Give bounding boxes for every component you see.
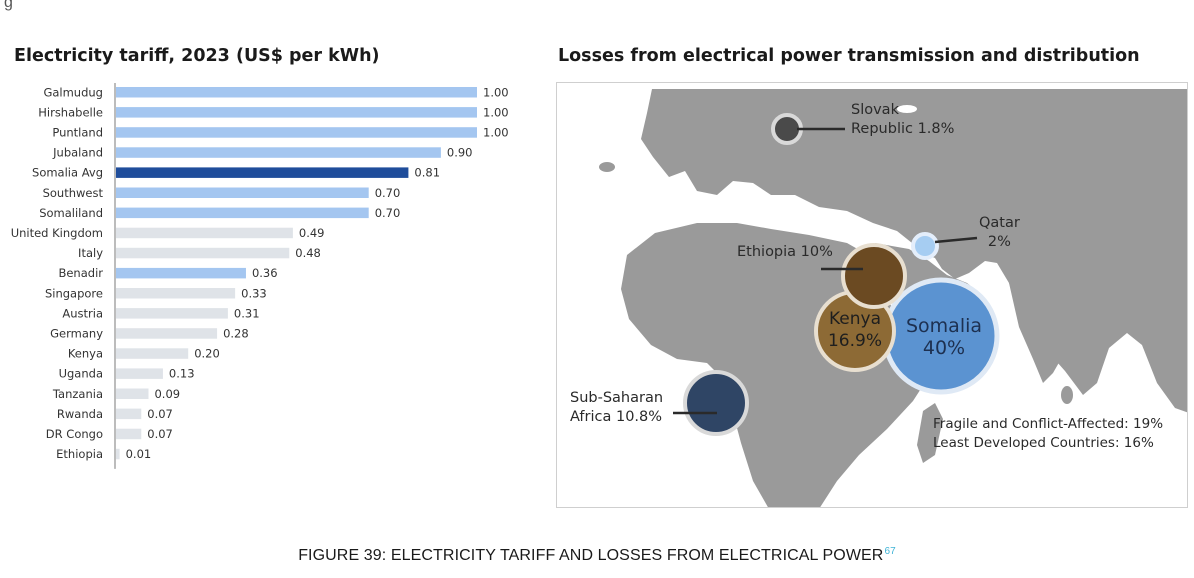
- bubble-slovak-republic: [771, 113, 803, 145]
- bar-southwest: [116, 187, 369, 198]
- category-label: Somaliland: [39, 206, 103, 220]
- category-label: Singapore: [45, 286, 103, 300]
- sri-lanka: [1061, 386, 1073, 404]
- value-label: 0.49: [299, 226, 325, 240]
- category-label: Galmudug: [43, 85, 103, 99]
- bar-somaliland: [116, 207, 369, 219]
- footnote-reference: 67: [884, 546, 896, 557]
- category-label: United Kingdom: [11, 226, 103, 240]
- value-label: 0.31: [234, 306, 260, 320]
- category-label: Uganda: [59, 367, 103, 381]
- category-label: Italy: [78, 246, 103, 260]
- value-label: 0.81: [414, 166, 440, 180]
- value-label: 1.00: [483, 125, 509, 139]
- bubble-ethiopia: [841, 243, 907, 309]
- value-label: 0.20: [194, 347, 220, 361]
- value-label: 0.28: [223, 326, 249, 340]
- value-label: 0.07: [147, 427, 173, 441]
- category-label: Southwest: [43, 186, 104, 200]
- label-sub-saharan: Sub-Saharan Africa 10.8%: [570, 390, 664, 425]
- losses-map-title: Losses from electrical power transmissio…: [558, 46, 1140, 66]
- label-kenya: Kenya 16.9%: [827, 309, 883, 351]
- value-label: 0.07: [147, 407, 173, 421]
- bar-jubaland: [116, 147, 441, 158]
- value-label: 0.90: [447, 146, 473, 160]
- value-label: 0.33: [241, 286, 267, 300]
- value-label: 1.00: [483, 85, 509, 99]
- value-label: 1.00: [483, 105, 509, 119]
- madagascar: [917, 403, 943, 463]
- bubble-sub-saharan: [683, 370, 749, 436]
- bar-puntland: [116, 127, 477, 138]
- bubble-qatar: [911, 232, 939, 260]
- bar-somalia-avg: [116, 167, 409, 178]
- value-label: 0.70: [375, 206, 401, 220]
- category-label: Puntland: [52, 125, 103, 139]
- tariff-bar-chart: Galmudug 1.00 Hirshabelle 1.00 Puntland 1.00 J…: [11, 83, 509, 469]
- category-label: Germany: [50, 326, 103, 340]
- bar-galmudug: [116, 87, 477, 98]
- bar-singapore: [116, 288, 236, 299]
- label-ethiopia: Ethiopia 10%: [737, 244, 833, 260]
- bar-dr-congo: [116, 428, 142, 440]
- bar-rwanda: [116, 408, 142, 420]
- label-somalia: Somalia 40%: [905, 315, 983, 359]
- note-fragile-conflict: Fragile and Conflict-Affected: 19%: [933, 416, 1164, 432]
- tariff-chart-title: Electricity tariff, 2023 (US$ per kWh): [14, 46, 380, 66]
- value-label: 0.70: [375, 186, 401, 200]
- india: [1009, 279, 1085, 383]
- bar-tanzania: [116, 388, 149, 399]
- value-label: 0.09: [154, 387, 180, 401]
- island: [897, 105, 917, 113]
- category-label: Austria: [62, 306, 103, 320]
- value-label: 0.01: [126, 447, 152, 461]
- bar-united-kingdom: [116, 227, 293, 239]
- value-label: 0.48: [295, 246, 321, 260]
- category-label: Rwanda: [57, 407, 103, 421]
- category-label: DR Congo: [46, 427, 103, 441]
- bar-hirshabelle: [116, 107, 477, 118]
- losses-map: Slovak Republic 1.8% Qatar 2% Ethiopia 1…: [556, 82, 1188, 508]
- value-label: 0.13: [169, 367, 195, 381]
- mediterranean-sea: [707, 195, 869, 243]
- bar-benadir: [116, 267, 246, 279]
- bar-uganda: [116, 368, 163, 379]
- leader-line-qatar: [934, 236, 978, 244]
- bar-germany: [116, 328, 218, 339]
- category-label: Ethiopia: [56, 447, 103, 461]
- figure-caption: FIGURE 39: ELECTRICITY TARIFF AND LOSSES…: [298, 546, 896, 564]
- category-label: Kenya: [68, 347, 103, 361]
- label-slovak-republic: Slovak Republic 1.8%: [851, 102, 955, 137]
- island: [599, 162, 615, 172]
- category-label: Somalia Avg: [32, 166, 103, 180]
- category-label: Tanzania: [52, 387, 103, 401]
- category-label: Jubaland: [52, 146, 103, 160]
- note-least-developed: Least Developed Countries: 16%: [933, 435, 1154, 451]
- bar-kenya: [116, 348, 189, 359]
- page-fragment-mark: g: [4, 0, 13, 11]
- label-qatar: Qatar 2%: [979, 215, 1020, 250]
- bar-ethiopia: [116, 448, 120, 460]
- bar-austria: [116, 308, 228, 319]
- world-map-graphic: [599, 89, 1187, 507]
- bar-italy: [116, 247, 290, 259]
- category-label: Hirshabelle: [38, 105, 103, 119]
- map-notes: Fragile and Conflict-Affected: 19% Least…: [933, 415, 1163, 453]
- value-label: 0.36: [252, 266, 278, 280]
- category-label: Benadir: [58, 266, 103, 280]
